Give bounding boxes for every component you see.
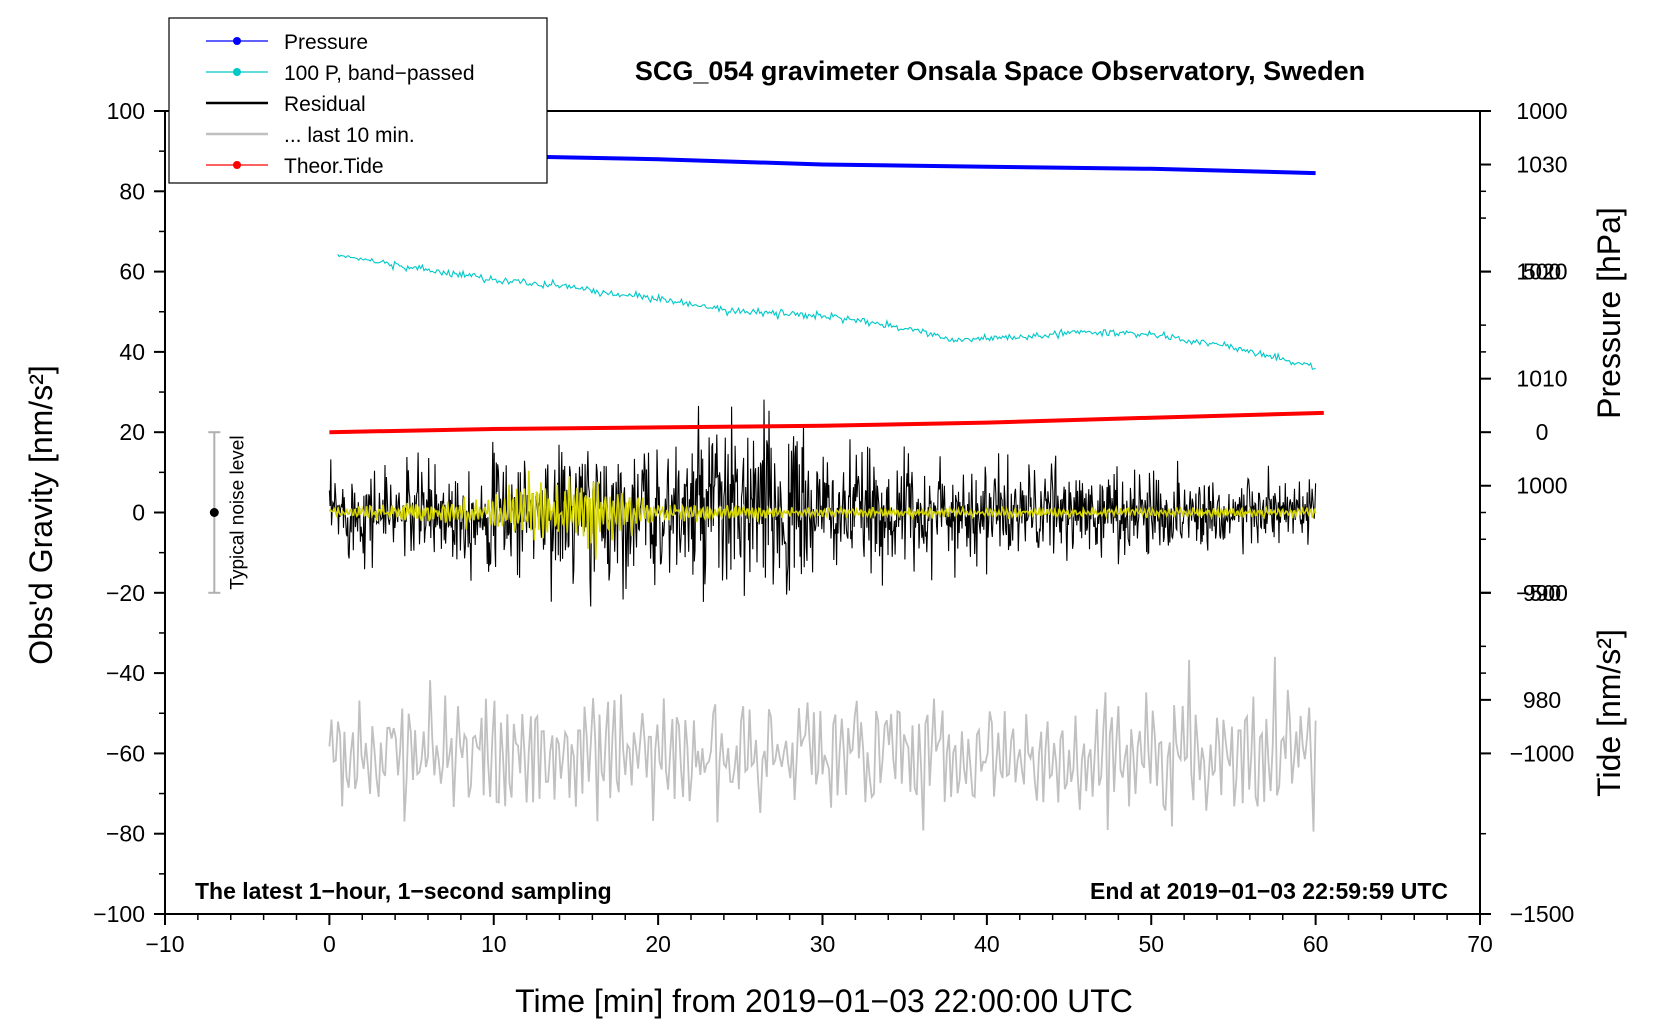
tide-tick-label: 0	[1536, 419, 1549, 445]
pressure-tick-label: 1020	[1516, 259, 1567, 285]
x-tick-label: 50	[1138, 931, 1164, 957]
y-tick-label: −80	[106, 821, 145, 847]
legend-label: Pressure	[284, 31, 368, 54]
noise-bar: Typical noise level	[208, 431, 248, 594]
legend-swatch-marker	[233, 68, 241, 76]
axes: −10 0 10 20 30 40 50 60 70−100−80−60−40−20020406…	[93, 98, 1574, 957]
tide-axis-title: Tide [nm/s²]	[1591, 629, 1627, 797]
pressure-tick-label: 980	[1523, 687, 1561, 713]
tide-tick-label: −500	[1516, 580, 1568, 606]
tide-tick-label: 500	[1523, 259, 1561, 285]
y-axis-title: Obs'd Gravity [nm/s²]	[23, 365, 59, 665]
legend-label: ... last 10 min.	[284, 124, 415, 147]
y-tick-label: −40	[106, 660, 145, 686]
tide-tick-label: −1500	[1510, 901, 1575, 927]
y-tick-label: −100	[93, 901, 145, 927]
x-tick-label: 30	[810, 931, 836, 957]
legend-label: Residual	[284, 93, 366, 116]
y-tick-label: 80	[119, 178, 145, 204]
pressure-tick-label: 990	[1523, 580, 1561, 606]
x-axis-title: Time [min] from 2019−01−03 22:00:00 UTC	[515, 983, 1133, 1019]
noise-bar-label: Typical noise level	[227, 435, 248, 589]
x-tick-label: 70	[1467, 931, 1493, 957]
theoretical-tide-line	[329, 410, 1324, 435]
series-layer	[328, 154, 1324, 832]
chart-title: SCG_054 gravimeter Onsala Space Observat…	[635, 56, 1365, 86]
y-tick-label: 100	[107, 98, 145, 124]
pressure-tick-label: 1000	[1516, 473, 1567, 499]
noise-bar-center-dot	[209, 508, 219, 517]
legend: Pressure 100 P, band−passed Residual ... la…	[168, 17, 548, 184]
legend-label: Theor.Tide	[284, 155, 384, 178]
x-tick-label: −10	[145, 931, 184, 957]
tide-tick-label: 1000	[1516, 98, 1567, 124]
legend-swatch-marker	[233, 37, 241, 45]
legend-swatch-marker	[233, 161, 241, 169]
x-tick-label: 0	[323, 931, 336, 957]
y-tick-label: −60	[106, 740, 145, 766]
y-tick-label: 0	[132, 500, 145, 526]
pressure-tick-label: 1030	[1516, 152, 1567, 178]
y-tick-label: 60	[119, 259, 145, 285]
residual-lowpass-line	[328, 470, 1317, 560]
legend-box	[168, 17, 548, 184]
pressure-axis-title: Pressure [hPa]	[1591, 207, 1627, 419]
end-time-note: End at 2019−01−03 22:59:59 UTC	[1090, 878, 1448, 904]
pressure-tick-label: 1010	[1516, 366, 1567, 392]
x-tick-label: 20	[645, 931, 671, 957]
y-tick-label: 40	[119, 339, 145, 365]
legend-label: 100 P, band−passed	[284, 62, 475, 85]
x-tick-label: 40	[974, 931, 1000, 957]
x-tick-label: 10	[481, 931, 507, 957]
x-tick-label: 60	[1303, 931, 1329, 957]
last-10-min-line	[328, 656, 1317, 832]
band-passed-pressure-line	[337, 253, 1316, 370]
y-tick-label: 20	[119, 419, 145, 445]
y-tick-label: −20	[106, 580, 145, 606]
sampling-note: The latest 1−hour, 1−second sampling	[195, 878, 612, 904]
tide-tick-label: −1000	[1510, 740, 1575, 766]
